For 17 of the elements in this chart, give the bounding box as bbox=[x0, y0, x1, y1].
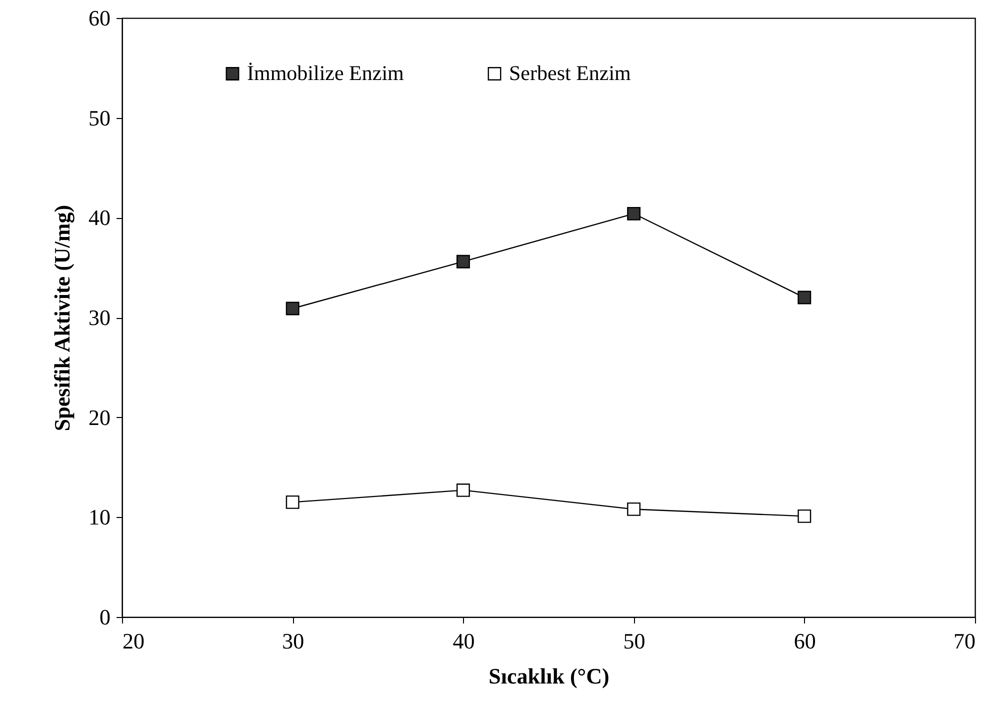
y-tick-label: 60 bbox=[88, 6, 110, 30]
x-tick-label: 30 bbox=[282, 628, 304, 654]
y-tick-label: 50 bbox=[88, 105, 110, 130]
y-tick-label: 40 bbox=[88, 205, 110, 230]
x-tick-label: 70 bbox=[954, 628, 976, 654]
y-tick-label: 0 bbox=[100, 604, 110, 630]
y-tick-label: 30 bbox=[88, 305, 110, 330]
x-tick-label: 50 bbox=[623, 628, 646, 654]
x-tick-label: 60 bbox=[794, 628, 816, 654]
x-axis-title: Sıcaklık (°C) bbox=[488, 664, 610, 688]
y-axis-title: Spesifik Aktivite (U/mg) bbox=[50, 204, 74, 432]
x-tick-label: 20 bbox=[122, 628, 144, 654]
y-tick-label: 20 bbox=[88, 404, 110, 430]
x-tick-label: 40 bbox=[452, 628, 475, 654]
legend-label: İmmobilize Enzim bbox=[247, 60, 404, 85]
y-tick-label: 10 bbox=[88, 504, 110, 530]
legend-label: Serbest Enzim bbox=[509, 60, 631, 85]
